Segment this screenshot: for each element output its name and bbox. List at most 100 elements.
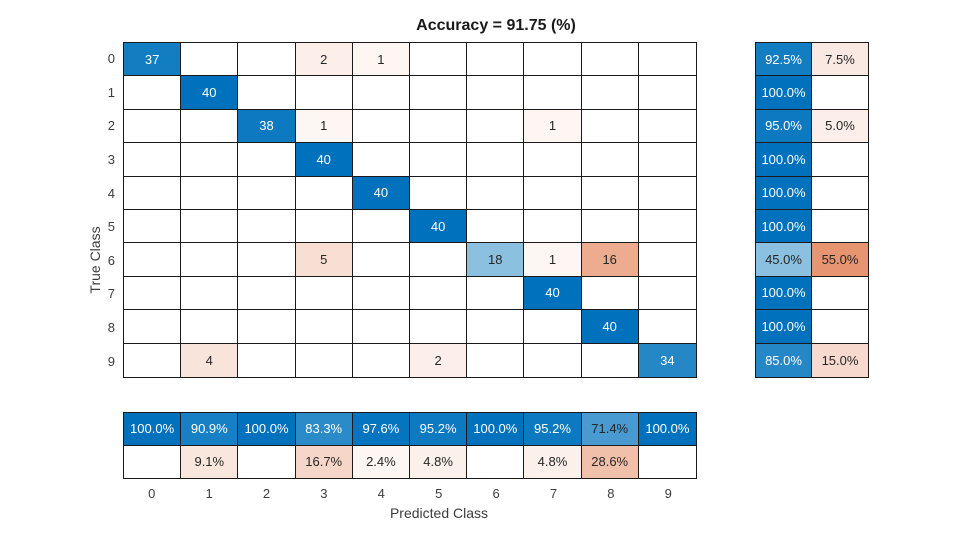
row-summary-cell: 85.0% (756, 343, 812, 377)
matrix-cell: 38 (238, 109, 296, 144)
matrix-cell (524, 76, 582, 110)
matrix-cell (295, 76, 353, 110)
row-summary: 92.5% 7.5% 100.0% 95.0% 5.0% 100.0% 100.0% 100.… (755, 42, 869, 378)
matrix-cell (238, 310, 296, 344)
chart-title: Accuracy = 91.75 (%) (416, 17, 576, 34)
col-summary-cell: 4.8% (524, 445, 582, 478)
matrix-cell (410, 76, 468, 110)
matrix-cell (581, 76, 639, 110)
matrix-cell (638, 310, 696, 344)
y-tick-label: 0 (107, 51, 115, 67)
row-summary-cell (812, 210, 868, 244)
row-summary-cell (812, 176, 868, 210)
matrix-cell (410, 143, 468, 177)
y-tick-label: 6 (107, 252, 115, 268)
matrix-cell (352, 210, 410, 244)
matrix-cell: 1 (352, 43, 410, 77)
column-summary: 100.0% 90.9% 100.0% 83.3% 97.6% 95.2% 100.0% 95… (123, 412, 697, 479)
matrix-cell (352, 109, 410, 144)
matrix-cell (581, 343, 639, 377)
matrix-cell (467, 176, 525, 210)
matrix-cell (181, 276, 239, 311)
matrix-cell (410, 310, 468, 344)
matrix-cell (638, 210, 696, 244)
x-tick-label: 7 (549, 486, 558, 501)
matrix-cell (638, 143, 696, 177)
matrix-cell: 40 (581, 310, 639, 344)
matrix-cell (524, 210, 582, 244)
matrix-cell (467, 343, 525, 377)
row-summary-cell: 100.0% (756, 176, 812, 210)
matrix-cell: 1 (295, 109, 353, 144)
matrix-cell: 1 (524, 243, 582, 277)
col-summary-cell (124, 445, 182, 478)
matrix-cell (638, 109, 696, 144)
col-summary-cell: 4.8% (410, 445, 468, 478)
matrix-cell (581, 276, 639, 311)
col-summary-cell: 2.4% (352, 445, 410, 478)
matrix-cell (295, 343, 353, 377)
matrix-cell (238, 76, 296, 110)
matrix-cell (124, 109, 182, 144)
row-summary-cell: 100.0% (756, 210, 812, 244)
col-summary-cell: 71.4% (581, 413, 639, 446)
matrix-cell (181, 43, 239, 77)
col-summary-cell: 9.1% (181, 445, 239, 478)
x-axis-label: Predicted Class (389, 505, 489, 521)
matrix-cell (581, 210, 639, 244)
matrix-cell (295, 176, 353, 210)
row-summary-cell (812, 76, 868, 110)
col-summary-cell: 28.6% (581, 445, 639, 478)
row-summary-cell: 7.5% (812, 43, 868, 77)
matrix-cell: 4 (181, 343, 239, 377)
matrix-cell (410, 109, 468, 144)
matrix-cell: 40 (181, 76, 239, 110)
matrix-cell: 18 (467, 243, 525, 277)
matrix-cell (467, 143, 525, 177)
matrix-cell (581, 109, 639, 144)
matrix-cell: 2 (410, 343, 468, 377)
matrix-cell (181, 143, 239, 177)
matrix-cell (467, 76, 525, 110)
matrix-cell (410, 276, 468, 311)
matrix-cell (524, 143, 582, 177)
matrix-cell: 16 (581, 243, 639, 277)
matrix-cell (352, 276, 410, 311)
matrix-cell (638, 276, 696, 311)
matrix-cell (181, 109, 239, 144)
matrix-cell (410, 176, 468, 210)
matrix-cell (467, 276, 525, 311)
col-summary-cell: 95.2% (524, 413, 582, 446)
y-tick-label: 3 (107, 152, 115, 168)
matrix-cell (124, 310, 182, 344)
y-tick-label: 5 (107, 219, 115, 235)
y-tick-label: 1 (107, 84, 115, 100)
matrix-cell (238, 176, 296, 210)
col-summary-cell: 100.0% (638, 413, 696, 446)
x-axis-ticks: 0 1 2 3 4 5 6 7 8 9 (123, 486, 697, 502)
matrix-cell (238, 343, 296, 377)
row-summary-cell (812, 310, 868, 344)
y-tick-label: 8 (107, 320, 115, 336)
row-summary-cell: 5.0% (812, 109, 868, 144)
matrix-cell (581, 176, 639, 210)
matrix-cell: 37 (124, 43, 182, 77)
matrix-cell: 40 (410, 210, 468, 244)
matrix-cell (238, 210, 296, 244)
matrix-cell (410, 43, 468, 77)
y-axis-label: True Class (87, 226, 103, 294)
matrix-cell (238, 143, 296, 177)
matrix-cell (638, 243, 696, 277)
col-summary-cell: 100.0% (124, 413, 182, 446)
row-summary-cell: 45.0% (756, 243, 812, 277)
matrix-cell (467, 310, 525, 344)
row-summary-cell: 100.0% (756, 143, 812, 177)
matrix-cell (352, 76, 410, 110)
matrix-cell (467, 43, 525, 77)
matrix-cell (352, 310, 410, 344)
matrix-cell: 5 (295, 243, 353, 277)
x-tick-label: 0 (148, 486, 156, 501)
matrix-cell (467, 109, 525, 144)
confusion-matrix: 37 2 1 40 38 1 1 40 40 40 5 18 1 16 40 40 4 2 34 (123, 42, 697, 378)
x-tick-label: 4 (377, 486, 385, 501)
